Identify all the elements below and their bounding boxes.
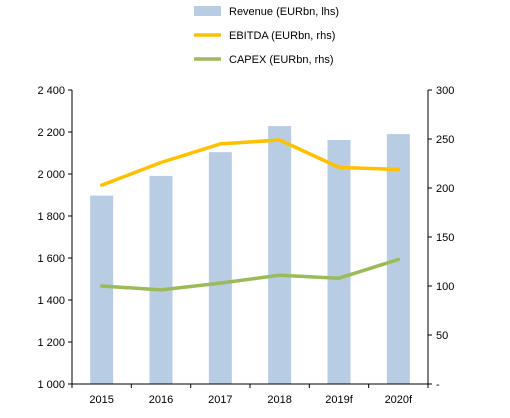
- legend-swatch-revenue: [194, 6, 221, 16]
- x-tick-label: 2015: [89, 394, 113, 406]
- left-tick-label: 2 200: [37, 127, 65, 139]
- revenue-bar: [149, 175, 173, 384]
- revenue-bar: [327, 139, 351, 384]
- revenue-bar: [208, 152, 232, 384]
- x-tick-label: 2019f: [325, 394, 353, 406]
- left-tick-label: 1 600: [37, 253, 65, 265]
- right-tick-label: 150: [436, 232, 454, 244]
- legend-label: Revenue (EURbn, lhs): [229, 6, 339, 18]
- x-tick-label: 2016: [149, 394, 173, 406]
- legend: Revenue (EURbn, lhs) EBITDA (EURbn, rhs) C…: [194, 6, 339, 66]
- x-tick-label: 2018: [267, 394, 291, 406]
- left-tick-label: 2 400: [37, 85, 65, 97]
- legend-label: CAPEX (EURbn, rhs): [229, 54, 334, 66]
- revenue-bar: [268, 126, 292, 385]
- legend-label: EBITDA (EURbn, rhs): [229, 30, 335, 42]
- axes: 1 000 1 200 1 400 1 600 1 800 2 000 2 200 2 400…: [37, 85, 454, 406]
- left-tick-label: 1 400: [37, 295, 65, 307]
- left-tick-label: 1 000: [37, 379, 65, 391]
- right-tick-label: 250: [436, 134, 454, 146]
- right-tick-label: -: [436, 379, 440, 391]
- left-tick-label: 1 200: [37, 337, 65, 349]
- left-tick-label: 1 800: [37, 211, 65, 223]
- series-lines: [99, 138, 401, 292]
- capex-line: [99, 257, 401, 292]
- right-tick-label: 100: [436, 281, 454, 293]
- x-tick-label: 2020f: [385, 394, 413, 406]
- revenue-bars: [90, 126, 410, 385]
- right-tick-label: 300: [436, 85, 454, 97]
- right-tick-label: 50: [436, 330, 448, 342]
- x-tick-label: 2017: [208, 394, 232, 406]
- left-tick-label: 2 000: [37, 169, 65, 181]
- ebitda-line: [99, 138, 401, 187]
- right-tick-label: 200: [436, 183, 454, 195]
- revenue-bar: [90, 195, 114, 384]
